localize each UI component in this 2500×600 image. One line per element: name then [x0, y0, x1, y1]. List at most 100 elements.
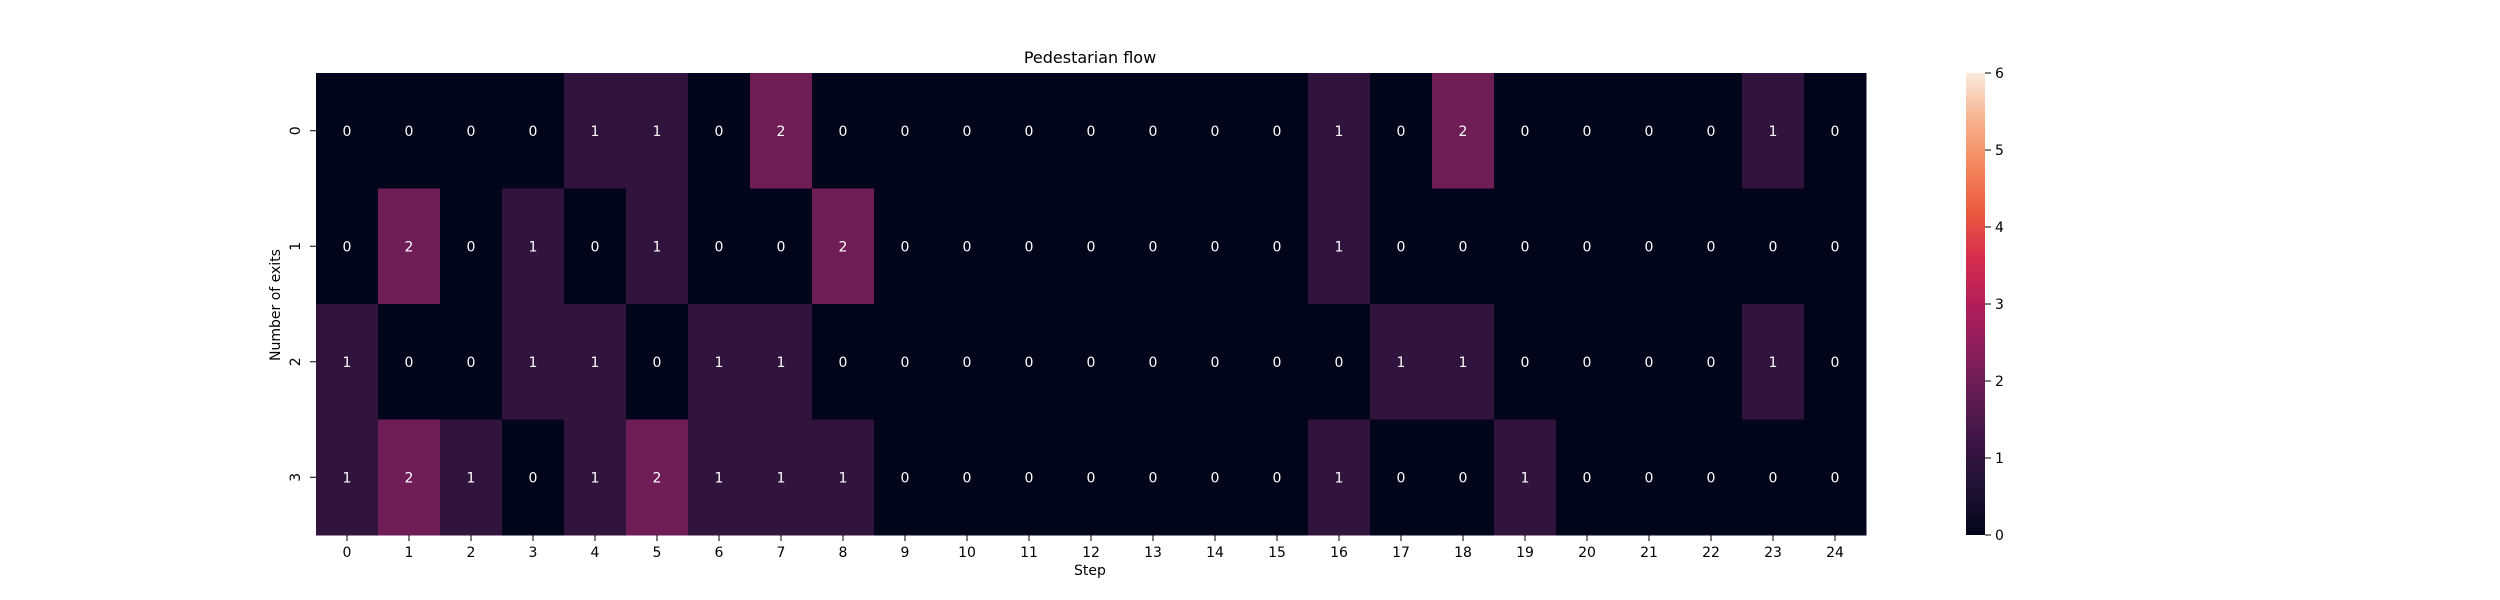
heatmap-cell: [502, 304, 565, 420]
cell-value-label: 0: [1149, 124, 1158, 140]
cell-value-label: 0: [1831, 124, 1840, 140]
heatmap-cell: [1742, 73, 1805, 189]
heatmap-cell: [564, 73, 627, 189]
cell-value-label: 0: [591, 239, 600, 255]
x-axis: 0 1 2 3 4 5 6 7 8 9 10 11 12 13 14 15 16 17 18 19 20 21 22 23 24: [343, 535, 1844, 561]
colorbar: 0 1 2 3 4 5 6: [1966, 66, 2004, 544]
cell-value-label: 0: [1273, 470, 1282, 486]
heatmap-cell: [440, 188, 503, 305]
heatmap-cell: [1494, 188, 1557, 305]
heatmap-cell: [812, 419, 875, 536]
cell-value-label: 0: [1211, 239, 1220, 255]
colorbar-tick-label: 6: [1995, 66, 2004, 82]
colorbar-gradient: [1966, 73, 1985, 535]
heatmap-cell: [316, 73, 379, 189]
cell-value-label: 1: [1521, 470, 1530, 486]
heatmap-cell: [1742, 188, 1805, 305]
cell-value-label: 1: [529, 239, 538, 255]
cell-value-label: 2: [1459, 124, 1468, 140]
x-tick-label: 24: [1826, 545, 1844, 561]
heatmap-cell: [812, 73, 875, 189]
cell-value-label: 0: [901, 355, 910, 371]
heatmap-cell: [1432, 304, 1495, 420]
cell-value-label: 1: [777, 355, 786, 371]
x-tick-label: 20: [1578, 545, 1596, 561]
heatmap-cell: [1804, 73, 1867, 189]
y-tick-label: 3: [288, 473, 304, 482]
cell-value-label: 0: [1707, 124, 1716, 140]
heatmap-cell: [998, 419, 1061, 536]
x-tick-label: 10: [958, 545, 976, 561]
heatmap-cell: [998, 304, 1061, 420]
heatmap-cell: [998, 73, 1061, 189]
cell-value-label: 1: [591, 355, 600, 371]
cell-value-label: 1: [529, 355, 538, 371]
cell-value-label: 0: [1273, 355, 1282, 371]
cell-value-label: 0: [467, 355, 476, 371]
cell-value-label: 0: [529, 470, 538, 486]
heatmap-cell: [1556, 304, 1619, 420]
heatmap-cell: [1060, 73, 1123, 189]
heatmap-cell: [1742, 419, 1805, 536]
heatmap-cell: [1432, 73, 1495, 189]
heatmap-cell: [812, 304, 875, 420]
cell-value-label: 1: [1459, 355, 1468, 371]
heatmap-cell: [1432, 419, 1495, 536]
cell-value-label: 0: [1707, 355, 1716, 371]
cell-value-label: 0: [1397, 470, 1406, 486]
heatmap-cell: [1804, 304, 1867, 420]
heatmap-cell: [1060, 419, 1123, 536]
cell-value-label: 1: [467, 470, 476, 486]
x-tick-label: 7: [777, 545, 786, 561]
heatmap-cell: [1060, 188, 1123, 305]
cell-value-label: 0: [1645, 470, 1654, 486]
x-tick-label: 5: [653, 545, 662, 561]
cell-value-label: 0: [1211, 470, 1220, 486]
heatmap-cell: [378, 419, 441, 536]
heatmap-cell: [1184, 304, 1247, 420]
cell-value-label: 0: [1583, 239, 1592, 255]
chart-title: Pedestarian flow: [1024, 48, 1156, 67]
cell-value-label: 1: [1335, 124, 1344, 140]
cell-value-label: 0: [839, 355, 848, 371]
cell-value-label: 0: [405, 124, 414, 140]
heatmap-cell: [502, 188, 565, 305]
cell-value-label: 0: [715, 239, 724, 255]
heatmap-cell: [1804, 188, 1867, 305]
cell-value-label: 2: [405, 239, 414, 255]
cell-value-label: 1: [591, 124, 600, 140]
x-tick-label: 21: [1640, 545, 1658, 561]
cell-value-label: 0: [963, 239, 972, 255]
cell-value-label: 2: [653, 470, 662, 486]
heatmap-cells: 0 0 0 0 1 1 0 2 0 0 0 0 0 0 0 0 1 0 2 0 0 0 0 1 0 0 2 0 1 0 1 0 0 2 0 0 0 0 0 0…: [316, 73, 1867, 536]
x-axis-title: Step: [1074, 563, 1106, 579]
heatmap-cell: [1370, 188, 1433, 305]
cell-value-label: 0: [653, 355, 662, 371]
heatmap-cell: [936, 419, 999, 536]
heatmap-cell: [564, 419, 627, 536]
colorbar-tick-label: 0: [1995, 528, 2004, 544]
cell-value-label: 0: [1149, 239, 1158, 255]
cell-value-label: 0: [963, 470, 972, 486]
heatmap-cell: [502, 419, 565, 536]
cell-value-label: 0: [1459, 470, 1468, 486]
heatmap-cell: [1618, 188, 1681, 305]
cell-value-label: 0: [1521, 124, 1530, 140]
cell-value-label: 0: [467, 239, 476, 255]
heatmap-cell: [750, 73, 813, 189]
cell-value-label: 0: [1025, 239, 1034, 255]
heatmap-cell: [750, 188, 813, 305]
heatmap-cell: [378, 188, 441, 305]
heatmap-cell: [1494, 73, 1557, 189]
x-tick-label: 3: [529, 545, 538, 561]
heatmap-cell: [626, 73, 689, 189]
x-tick-label: 23: [1764, 545, 1782, 561]
cell-value-label: 0: [1025, 470, 1034, 486]
cell-value-label: 0: [1025, 355, 1034, 371]
colorbar-tick-label: 2: [1995, 374, 2004, 390]
heatmap-cell: [1494, 304, 1557, 420]
heatmap-cell: [626, 419, 689, 536]
cell-value-label: 0: [901, 124, 910, 140]
colorbar-tick-label: 3: [1995, 297, 2004, 313]
heatmap-cell: [1618, 304, 1681, 420]
